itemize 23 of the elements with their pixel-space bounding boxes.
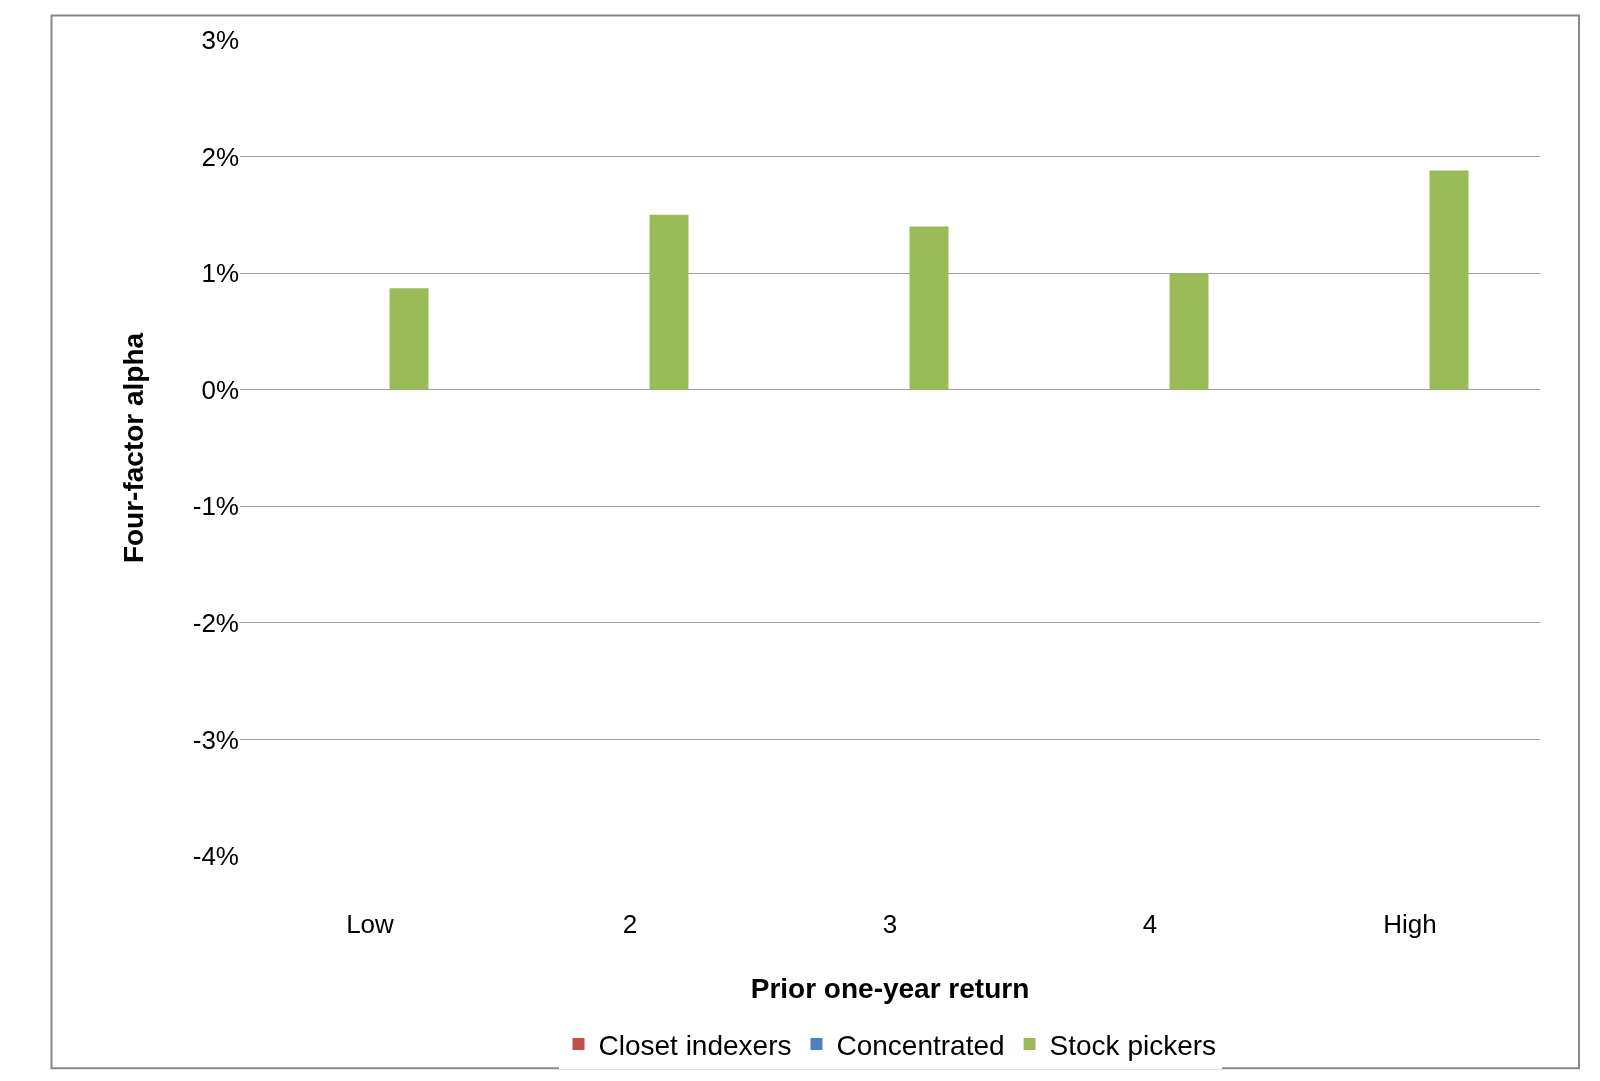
x-axis-title: Prior one-year return (750, 973, 1030, 1005)
legend-label: Stock pickers (1049, 1029, 1217, 1061)
y-tick-label: 2% (201, 141, 239, 172)
y-tick-label: 1% (201, 258, 239, 289)
bar (649, 214, 689, 390)
bar (389, 288, 429, 390)
y-tick-label: -4% (192, 841, 239, 872)
bar (1429, 170, 1469, 390)
legend-label: Closet indexers (598, 1029, 792, 1061)
legend-label: Concentrated (836, 1029, 1005, 1061)
x-tick-label: 2 (622, 909, 638, 939)
bar (1169, 273, 1209, 390)
y-tick-label: -2% (192, 607, 239, 638)
bar (909, 226, 949, 390)
x-tick-label: 3 (882, 909, 898, 939)
y-tick-label: -1% (192, 491, 239, 522)
x-tick-label: Low (346, 909, 395, 939)
y-tick-label: -3% (192, 724, 239, 755)
x-tick-label: High (1383, 909, 1437, 939)
y-tick-label: 0% (201, 374, 239, 405)
x-tick-label: 4 (1142, 909, 1158, 939)
y-axis-title: Four-factor alpha (118, 332, 150, 564)
y-tick-label: 3% (201, 25, 239, 56)
